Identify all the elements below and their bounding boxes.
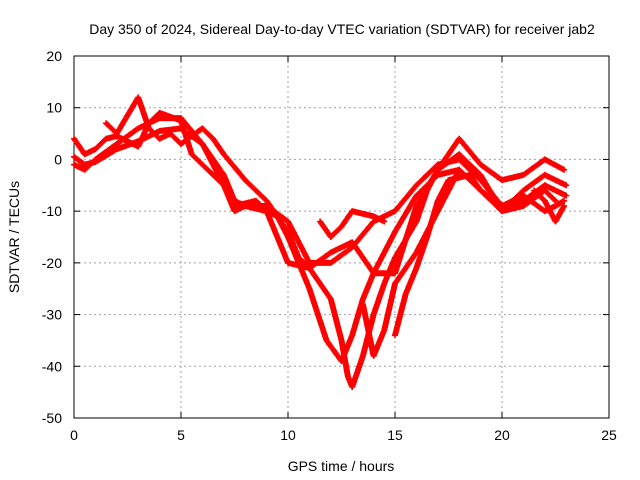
y-tick-label: 0	[54, 151, 62, 167]
plot-frame	[73, 55, 610, 419]
y-tick-label: -20	[42, 255, 62, 271]
y-tick-label: -30	[42, 307, 62, 323]
x-tick-label: 15	[387, 427, 403, 443]
chart-title: Day 350 of 2024, Sidereal Day-to-day VTE…	[89, 21, 595, 37]
y-tick-label: 20	[46, 48, 62, 64]
y-tick-label: -50	[42, 410, 62, 426]
x-tick-label: 10	[280, 427, 296, 443]
series-sat-d	[103, 94, 568, 390]
x-axis-label: GPS time / hours	[288, 458, 395, 474]
axis-ticks: 0 5 10 15 20 25 -50 -40 -30 -20 -10 0 10 20	[42, 48, 617, 443]
grid	[74, 56, 609, 418]
y-tick-label: -40	[42, 358, 62, 374]
y-tick-label: 10	[46, 100, 62, 116]
series-sat-c	[71, 109, 559, 365]
y-axis-label: SDTVAR / TECUs	[6, 181, 22, 293]
data-points	[71, 94, 570, 390]
x-tick-label: 0	[70, 427, 78, 443]
series-sat-h	[531, 187, 568, 225]
x-tick-label: 20	[494, 427, 510, 443]
x-tick-label: 25	[601, 427, 617, 443]
series-sat-g	[392, 171, 568, 339]
series-sat-e	[317, 208, 388, 240]
x-tick-label: 5	[177, 427, 185, 443]
y-tick-label: -10	[42, 203, 62, 219]
